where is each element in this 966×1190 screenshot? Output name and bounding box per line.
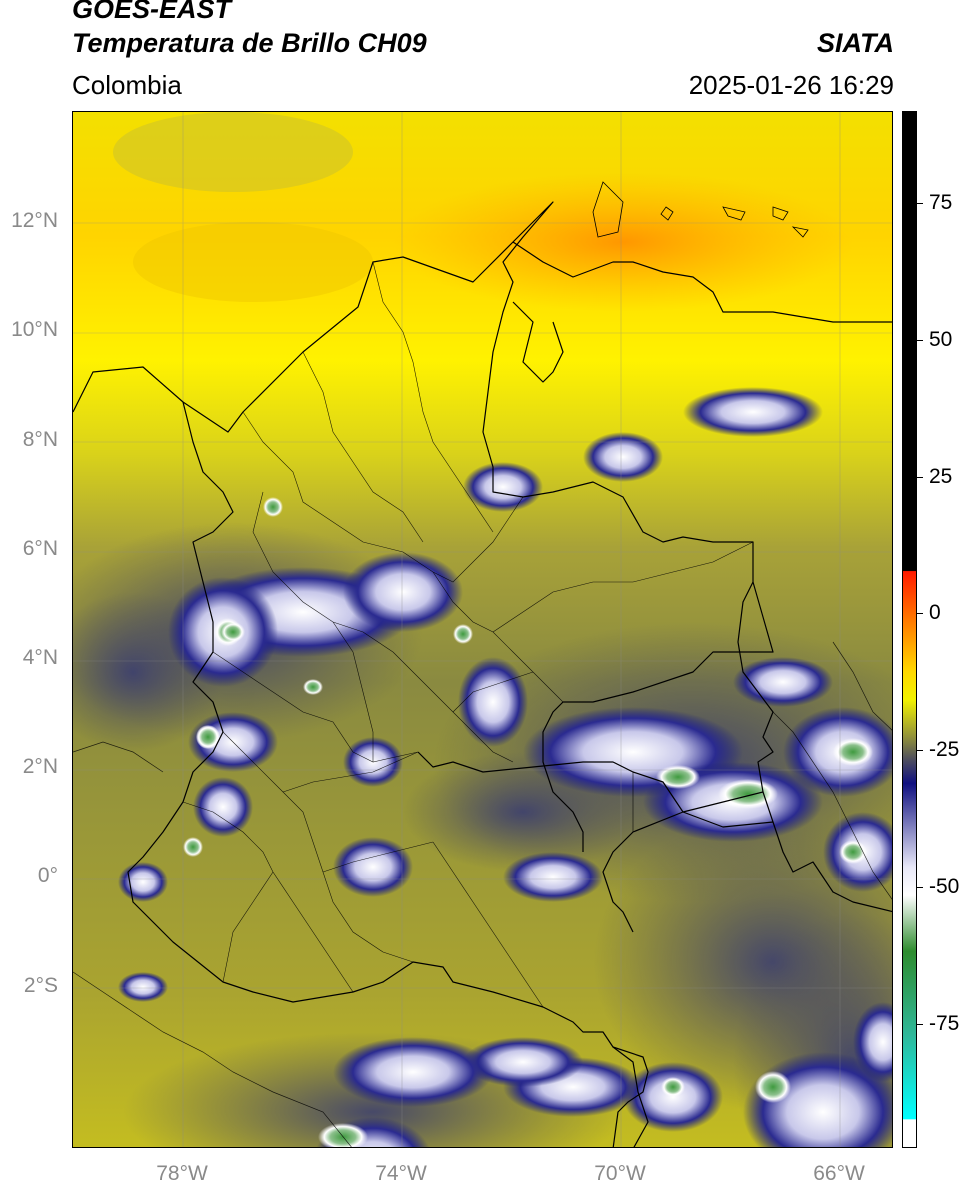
neighbor-borders [73,641,892,1147]
timestamp-label: 2025-01-26 16:29 [688,70,894,100]
map-canvas [73,112,892,1147]
islands [592,181,809,238]
colorbar-tick [917,477,923,478]
latitude-label: 10°N [11,318,58,341]
colorbar-label: 0 [929,601,941,624]
brightness-temperature-map[interactable] [72,111,893,1148]
organization-label: SIATA [817,28,894,58]
cool-region [113,112,353,192]
longitude-label: 70°W [594,1162,646,1185]
latitude-label: 2°S [23,974,58,997]
colorbar-tick [917,340,923,341]
latitude-label: 12°N [11,209,58,232]
temperature-colorbar [902,111,917,1148]
colorbar-label: 50 [929,328,953,351]
colorbar-label: -25 [929,738,960,761]
colorbar-tick [917,613,923,614]
latitude-label: 6°N [22,537,58,560]
longitude-label: 66°W [813,1162,865,1185]
satellite-name: GOES-EAST [72,0,232,24]
longitude-label: 78°W [156,1162,208,1185]
product-title: Temperatura de Brillo CH09 [72,28,427,58]
colorbar-tick [917,887,923,888]
department-borders [182,261,754,1008]
coldest-cores [183,497,873,1147]
colorbar-label: -75 [929,1012,960,1035]
colorbar-label: 75 [929,191,953,214]
latitude-label: 8°N [22,428,58,451]
longitude-label: 74°W [375,1162,427,1185]
colorbar-label: -50 [929,875,960,898]
latitude-label: 0° [37,864,58,887]
colorbar-label: 25 [929,465,953,488]
latitude-label: 4°N [22,646,58,669]
latitude-label: 2°N [22,755,58,778]
gridlines [73,112,892,1147]
warm-region [133,222,373,302]
colorbar-tick [917,750,923,751]
colorbar-tick [917,203,923,204]
country-borders [73,201,892,1147]
colorbar-tick [917,1024,923,1025]
warm-region [393,172,853,312]
region-label: Colombia [72,70,182,100]
